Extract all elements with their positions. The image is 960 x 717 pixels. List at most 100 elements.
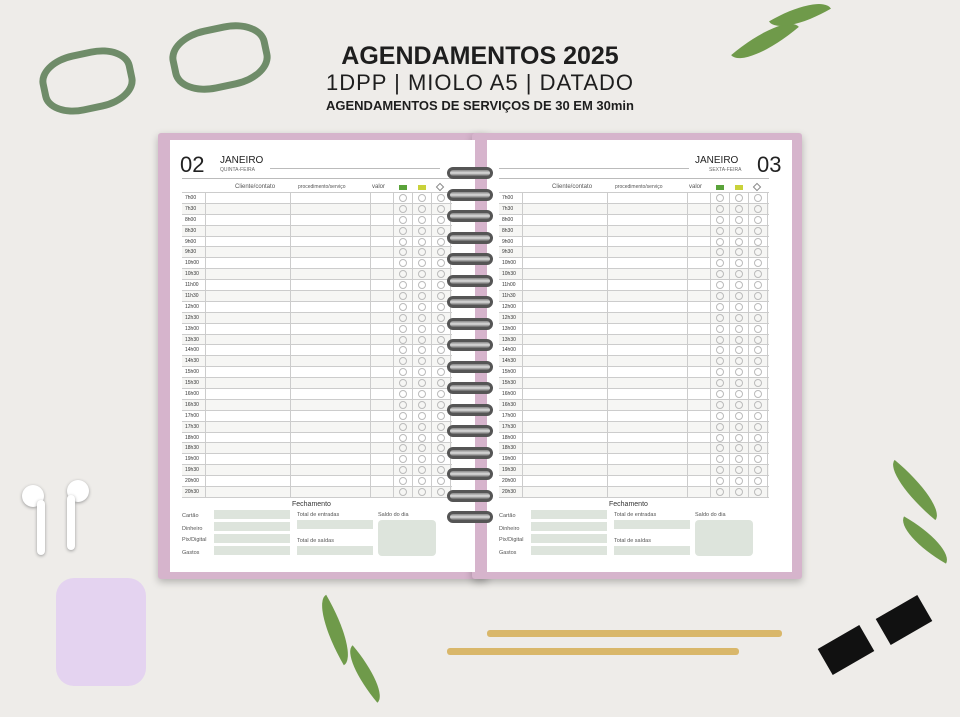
payment-checkbox[interactable]	[754, 302, 762, 311]
payment-checkbox[interactable]	[437, 466, 445, 475]
payment-checkbox[interactable]	[437, 226, 445, 235]
payment-checkbox[interactable]	[735, 302, 743, 311]
payment-checkbox[interactable]	[754, 444, 762, 453]
payment-checkbox[interactable]	[418, 313, 426, 322]
payment-checkbox[interactable]	[716, 324, 724, 333]
pix-field[interactable]	[531, 534, 607, 543]
payment-checkbox[interactable]	[399, 389, 407, 398]
time-slot-row[interactable]: 12h30	[182, 312, 452, 324]
payment-checkbox[interactable]	[735, 335, 743, 344]
payment-checkbox[interactable]	[399, 422, 407, 431]
payment-checkbox[interactable]	[754, 215, 762, 224]
payment-checkbox[interactable]	[399, 357, 407, 366]
payment-checkbox[interactable]	[437, 389, 445, 398]
payment-checkbox[interactable]	[735, 477, 743, 486]
payment-checkbox[interactable]	[754, 346, 762, 355]
payment-checkbox[interactable]	[437, 215, 445, 224]
payment-checkbox[interactable]	[716, 193, 724, 202]
payment-checkbox[interactable]	[754, 324, 762, 333]
payment-checkbox[interactable]	[437, 477, 445, 486]
time-slot-row[interactable]: 17h30	[499, 421, 769, 433]
payment-checkbox[interactable]	[754, 291, 762, 300]
time-slot-row[interactable]: 9h30	[499, 247, 769, 259]
payment-checkbox[interactable]	[716, 291, 724, 300]
payment-checkbox[interactable]	[418, 411, 426, 420]
payment-checkbox[interactable]	[754, 379, 762, 388]
payment-checkbox[interactable]	[418, 204, 426, 213]
payment-checkbox[interactable]	[437, 335, 445, 344]
time-slot-row[interactable]: 16h00	[182, 389, 452, 400]
time-slot-row[interactable]: 12h00	[499, 301, 769, 313]
payment-checkbox[interactable]	[437, 281, 445, 290]
time-slot-row[interactable]: 17h30	[182, 421, 452, 433]
payment-checkbox[interactable]	[418, 302, 426, 311]
payment-checkbox[interactable]	[716, 346, 724, 355]
payment-checkbox[interactable]	[716, 487, 724, 496]
time-slot-row[interactable]: 20h00	[182, 476, 452, 488]
time-slot-row[interactable]: 14h30	[499, 356, 769, 368]
payment-checkbox[interactable]	[437, 357, 445, 366]
time-slot-row[interactable]: 10h30	[182, 269, 452, 281]
payment-checkbox[interactable]	[754, 477, 762, 486]
time-slot-row[interactable]: 19h30	[499, 465, 769, 477]
time-slot-row[interactable]: 11h00	[182, 280, 452, 292]
time-slot-row[interactable]: 11h30	[499, 291, 769, 302]
payment-checkbox[interactable]	[399, 433, 407, 442]
payment-checkbox[interactable]	[418, 444, 426, 453]
time-slot-row[interactable]: 15h30	[499, 378, 769, 390]
payment-checkbox[interactable]	[754, 487, 762, 496]
payment-checkbox[interactable]	[754, 357, 762, 366]
entradas-field[interactable]	[297, 520, 373, 529]
payment-checkbox[interactable]	[437, 444, 445, 453]
payment-checkbox[interactable]	[418, 433, 426, 442]
payment-checkbox[interactable]	[716, 204, 724, 213]
dinheiro-field[interactable]	[531, 522, 607, 531]
payment-checkbox[interactable]	[399, 270, 407, 279]
payment-checkbox[interactable]	[735, 422, 743, 431]
payment-checkbox[interactable]	[418, 357, 426, 366]
payment-checkbox[interactable]	[437, 302, 445, 311]
payment-checkbox[interactable]	[735, 357, 743, 366]
payment-checkbox[interactable]	[437, 313, 445, 322]
payment-checkbox[interactable]	[437, 422, 445, 431]
time-slot-row[interactable]: 7h00	[499, 193, 769, 204]
time-slot-row[interactable]: 11h00	[499, 280, 769, 292]
payment-checkbox[interactable]	[437, 204, 445, 213]
payment-checkbox[interactable]	[399, 444, 407, 453]
payment-checkbox[interactable]	[418, 193, 426, 202]
payment-checkbox[interactable]	[418, 487, 426, 496]
entradas-field[interactable]	[614, 520, 690, 529]
cartao-field[interactable]	[531, 510, 607, 519]
payment-checkbox[interactable]	[437, 270, 445, 279]
payment-checkbox[interactable]	[418, 248, 426, 257]
payment-checkbox[interactable]	[735, 433, 743, 442]
payment-checkbox[interactable]	[754, 226, 762, 235]
time-slot-row[interactable]: 8h00	[182, 214, 452, 226]
time-slot-row[interactable]: 20h30	[499, 487, 769, 498]
payment-checkbox[interactable]	[716, 302, 724, 311]
time-slot-row[interactable]: 12h00	[182, 301, 452, 313]
payment-checkbox[interactable]	[418, 226, 426, 235]
payment-checkbox[interactable]	[716, 259, 724, 268]
payment-checkbox[interactable]	[418, 400, 426, 409]
time-slot-row[interactable]: 7h30	[499, 203, 769, 215]
time-slot-row[interactable]: 20h00	[499, 476, 769, 488]
payment-checkbox[interactable]	[399, 368, 407, 377]
payment-checkbox[interactable]	[437, 487, 445, 496]
payment-checkbox[interactable]	[716, 433, 724, 442]
payment-checkbox[interactable]	[754, 433, 762, 442]
payment-checkbox[interactable]	[754, 259, 762, 268]
payment-checkbox[interactable]	[735, 193, 743, 202]
gastos-field[interactable]	[214, 546, 290, 555]
payment-checkbox[interactable]	[399, 379, 407, 388]
time-slot-row[interactable]: 19h30	[182, 465, 452, 477]
payment-checkbox[interactable]	[716, 368, 724, 377]
time-slot-row[interactable]: 11h30	[182, 291, 452, 302]
payment-checkbox[interactable]	[437, 400, 445, 409]
payment-checkbox[interactable]	[399, 259, 407, 268]
time-slot-row[interactable]: 16h30	[182, 399, 452, 411]
payment-checkbox[interactable]	[399, 411, 407, 420]
payment-checkbox[interactable]	[716, 422, 724, 431]
payment-checkbox[interactable]	[754, 193, 762, 202]
payment-checkbox[interactable]	[735, 324, 743, 333]
